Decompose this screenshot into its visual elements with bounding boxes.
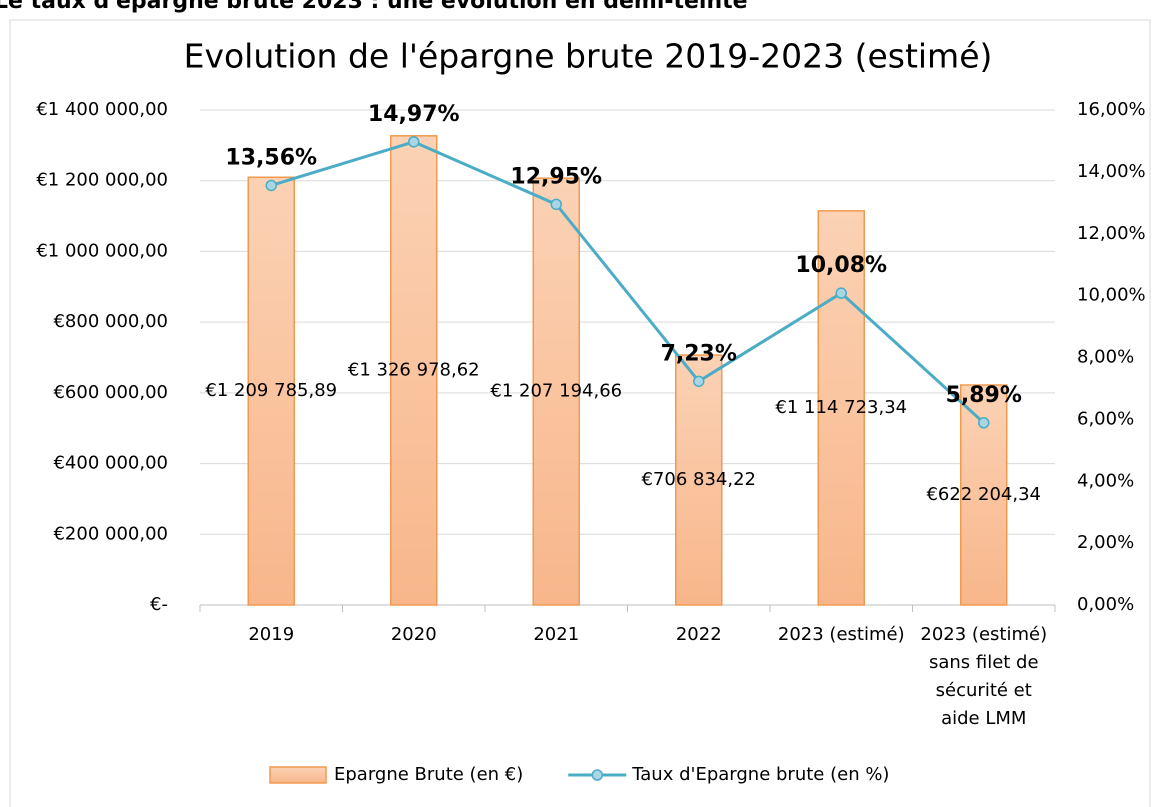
legend-label: Epargne Brute (en €) xyxy=(334,764,523,785)
x-tick-label-line: sans filet de xyxy=(929,652,1039,673)
bar-value-label: €1 209 785,89 xyxy=(205,380,337,401)
x-tick-label: 2023 (estimé) xyxy=(778,624,905,645)
y2-tick-label: 8,00% xyxy=(1077,347,1134,368)
line-marker xyxy=(693,375,705,388)
x-tick-label-line: 2023 (estimé) xyxy=(920,624,1047,645)
y2-tick-label: 6,00% xyxy=(1077,408,1134,429)
y2-tick-label: 12,00% xyxy=(1077,223,1146,244)
bar-value-label: €1 326 978,62 xyxy=(348,359,480,380)
bar xyxy=(532,177,580,606)
line-value-label: 14,97% xyxy=(368,102,460,127)
line-value-label: 13,56% xyxy=(225,145,317,170)
y2-tick-label: 10,00% xyxy=(1077,285,1146,306)
y-tick-label: €- xyxy=(150,594,168,615)
y2-tick-label: 2,00% xyxy=(1077,532,1134,553)
y-tick-label: €600 000,00 xyxy=(53,382,168,403)
x-tick-label: 2022 xyxy=(676,624,722,645)
y-tick-label: €1 000 000,00 xyxy=(36,240,168,261)
y-tick-label: €800 000,00 xyxy=(53,311,168,332)
chart-title: Evolution de l'épargne brute 2019-2023 (… xyxy=(184,37,993,76)
x-tick-label: 2020 xyxy=(391,624,437,645)
y-tick-label: €200 000,00 xyxy=(53,523,168,544)
x-tick-label-line: 2020 xyxy=(391,624,437,645)
bar-value-label: €622 204,34 xyxy=(926,484,1041,505)
line-marker xyxy=(835,287,847,299)
bar xyxy=(817,210,865,606)
x-tick-label-line: sécurité et xyxy=(936,680,1032,701)
line-marker xyxy=(408,136,420,148)
line-marker xyxy=(550,198,562,211)
line-value-label: 5,89% xyxy=(946,383,1022,408)
bar xyxy=(247,176,295,606)
bar-value-label: €1 207 194,66 xyxy=(490,381,622,402)
bar-value-label: €1 114 723,34 xyxy=(775,397,907,418)
y2-tick-label: 4,00% xyxy=(1077,470,1134,491)
y-tick-label: €1 200 000,00 xyxy=(36,170,168,191)
x-tick-label-line: aide LMM xyxy=(941,708,1026,729)
x-tick-label-line: 2021 xyxy=(533,624,579,645)
legend-label: Taux d'Epargne brute (en %) xyxy=(631,764,889,785)
line-value-label: 7,23% xyxy=(661,341,737,366)
y-tick-label: €400 000,00 xyxy=(53,453,168,474)
legend-marker xyxy=(591,769,604,781)
y2-tick-label: 16,00% xyxy=(1077,99,1146,120)
y-tick-label: €1 400 000,00 xyxy=(36,99,168,120)
legend-swatch xyxy=(269,766,327,784)
page-heading: Le taux d'épargne brute 2023 : une évolu… xyxy=(0,0,748,14)
line xyxy=(270,140,985,424)
x-tick-label-line: 2019 xyxy=(248,624,294,645)
bar-value-label: €706 834,22 xyxy=(641,469,756,490)
x-tick-label-line: 2023 (estimé) xyxy=(778,624,905,645)
line-value-label: 12,95% xyxy=(510,164,602,189)
line-marker xyxy=(978,417,990,429)
line-marker xyxy=(265,179,277,192)
bar xyxy=(675,354,723,606)
x-tick-label: 2019 xyxy=(248,624,294,645)
bar xyxy=(390,135,438,606)
y2-tick-label: 14,00% xyxy=(1077,161,1146,182)
line-value-label: 10,08% xyxy=(795,253,887,278)
y2-tick-label: 0,00% xyxy=(1077,594,1134,615)
x-tick-label: 2021 xyxy=(533,624,579,645)
x-tick-label: 2023 (estimé) sans filet de sécurité et aid… xyxy=(920,624,1047,729)
x-tick-label-line: 2022 xyxy=(676,624,722,645)
